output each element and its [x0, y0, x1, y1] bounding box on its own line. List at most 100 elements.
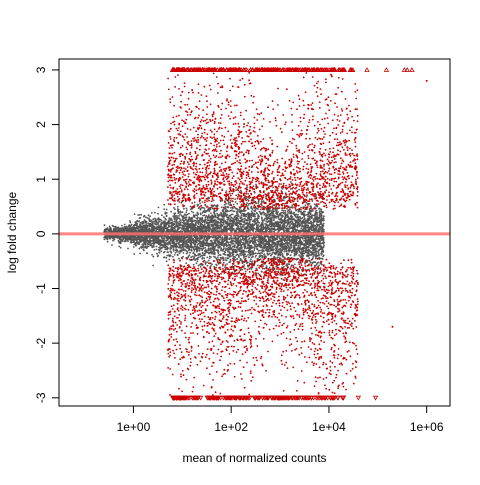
point-nonsignificant	[223, 203, 226, 206]
point-nonsignificant	[160, 222, 163, 225]
point-nonsignificant	[244, 235, 246, 238]
point-nonsignificant	[138, 247, 141, 250]
point-nonsignificant	[259, 208, 262, 211]
point-nonsignificant	[309, 213, 312, 216]
point-nonsignificant	[275, 252, 278, 255]
point-nonsignificant	[243, 212, 246, 215]
point-nonsignificant	[297, 244, 300, 247]
point-nonsignificant	[263, 250, 265, 252]
point-nonsignificant	[322, 215, 325, 218]
point-nonsignificant	[289, 215, 292, 218]
point-nonsignificant	[112, 239, 114, 242]
point-nonsignificant	[269, 235, 272, 238]
point-nonsignificant	[319, 268, 322, 271]
point-nonsignificant	[173, 225, 176, 228]
point-nonsignificant	[203, 209, 206, 212]
point-nonsignificant	[306, 213, 308, 216]
point-nonsignificant	[304, 223, 307, 225]
point-nonsignificant	[133, 213, 136, 216]
point-nonsignificant	[162, 221, 165, 224]
point-nonsignificant	[316, 241, 319, 244]
point-nonsignificant	[228, 210, 230, 213]
point-nonsignificant	[210, 240, 213, 243]
point-nonsignificant	[150, 220, 152, 223]
point-nonsignificant	[123, 223, 126, 226]
point-nonsignificant	[276, 256, 279, 259]
point-nonsignificant	[178, 251, 180, 253]
point-nonsignificant	[263, 247, 266, 250]
point-nonsignificant	[249, 254, 252, 257]
point-nonsignificant	[161, 214, 163, 217]
point-nonsignificant	[310, 214, 313, 217]
point-nonsignificant	[307, 252, 309, 255]
point-nonsignificant	[260, 204, 263, 207]
point-nonsignificant	[320, 215, 323, 218]
point-nonsignificant	[163, 256, 166, 258]
point-nonsignificant	[146, 252, 148, 255]
point-nonsignificant	[203, 254, 206, 257]
point-nonsignificant	[204, 239, 207, 242]
point-nonsignificant	[252, 185, 255, 188]
point-nonsignificant	[190, 216, 193, 219]
point-nonsignificant	[191, 255, 194, 258]
point-nonsignificant	[315, 236, 318, 239]
point-nonsignificant	[151, 246, 154, 249]
point-nonsignificant	[139, 237, 142, 240]
point-nonsignificant	[238, 250, 241, 253]
point-nonsignificant	[189, 230, 192, 232]
point-nonsignificant	[234, 264, 236, 267]
point-nonsignificant	[233, 218, 236, 221]
point-nonsignificant	[253, 249, 256, 252]
point-nonsignificant	[247, 251, 250, 254]
point-nonsignificant	[193, 257, 195, 260]
point-nonsignificant	[217, 221, 220, 224]
point-nonsignificant	[226, 240, 229, 243]
point-nonsignificant	[239, 217, 242, 220]
point-nonsignificant	[181, 224, 184, 227]
point-nonsignificant	[206, 261, 208, 264]
point-nonsignificant	[227, 203, 230, 205]
point-nonsignificant	[206, 216, 209, 219]
point-nonsignificant	[304, 214, 307, 217]
point-nonsignificant	[221, 236, 224, 239]
point-nonsignificant	[238, 255, 240, 257]
point-nonsignificant	[247, 254, 249, 256]
point-nonsignificant	[157, 206, 160, 209]
point-nonsignificant	[164, 227, 166, 230]
point-nonsignificant	[197, 221, 200, 224]
point-nonsignificant	[176, 205, 179, 208]
point-nonsignificant	[171, 222, 173, 225]
point-nonsignificant	[320, 209, 323, 211]
point-nonsignificant	[261, 248, 264, 251]
point-nonsignificant	[166, 251, 169, 254]
point-nonsignificant	[177, 226, 180, 228]
point-nonsignificant	[264, 246, 267, 249]
point-nonsignificant	[196, 214, 199, 217]
point-nonsignificant	[290, 181, 292, 183]
point-nonsignificant	[295, 253, 298, 256]
point-nonsignificant	[152, 255, 155, 258]
point-nonsignificant	[216, 212, 219, 215]
point-nonsignificant	[247, 256, 250, 259]
point-nonsignificant	[275, 241, 278, 243]
point-nonsignificant	[276, 236, 279, 239]
point-nonsignificant	[302, 228, 305, 231]
point-nonsignificant	[257, 202, 260, 205]
point-nonsignificant	[214, 219, 217, 222]
point-nonsignificant	[219, 226, 222, 228]
point-nonsignificant	[222, 221, 225, 224]
point-nonsignificant	[205, 214, 208, 217]
point-nonsignificant	[248, 222, 251, 225]
point-nonsignificant	[230, 209, 233, 212]
point-nonsignificant	[257, 208, 259, 210]
point-nonsignificant	[210, 235, 213, 238]
point-nonsignificant	[147, 222, 150, 225]
point-nonsignificant	[256, 247, 258, 250]
point-nonsignificant	[238, 208, 241, 211]
point-nonsignificant	[244, 270, 247, 273]
point-nonsignificant	[212, 245, 215, 248]
point-nonsignificant	[218, 246, 221, 249]
point-nonsignificant	[288, 230, 290, 233]
point-nonsignificant	[180, 221, 182, 223]
